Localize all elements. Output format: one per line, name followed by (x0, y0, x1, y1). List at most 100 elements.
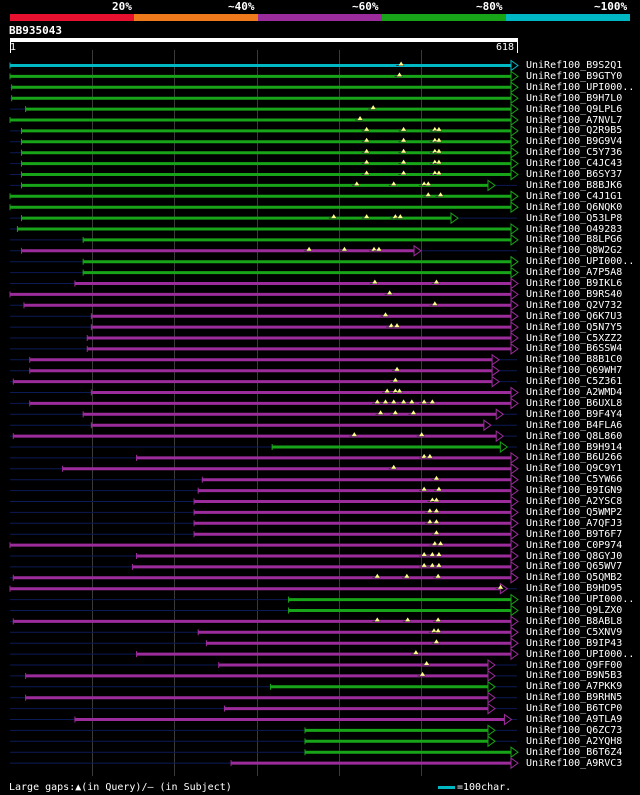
hit-label[interactable]: UniRef100_A7PKK9 (526, 681, 623, 693)
hit-label[interactable]: UniRef100_B6T6Z4 (526, 746, 623, 758)
hit-label[interactable]: UniRef100_B6TCP0 (526, 703, 623, 715)
hit-row[interactable] (9, 190, 519, 203)
hit-label[interactable]: UniRef100_B8LPG6 (526, 234, 623, 246)
hit-row[interactable] (10, 408, 517, 421)
hit-label[interactable]: UniRef100_B9IP43 (526, 637, 623, 649)
hit-label[interactable]: UniRef100_Q8L860 (526, 430, 623, 442)
hit-row[interactable] (10, 233, 519, 246)
hit-row[interactable] (10, 299, 519, 312)
hit-row[interactable] (10, 560, 519, 573)
hit-row[interactable] (10, 713, 517, 726)
hit-label[interactable]: UniRef100_Q6K7U3 (526, 310, 623, 322)
hit-row[interactable] (10, 506, 519, 519)
hit-row[interactable] (10, 364, 517, 377)
hit-label[interactable]: UniRef100_C4JC43 (526, 158, 623, 170)
hit-label[interactable]: UniRef100_Q69WH7 (526, 365, 623, 377)
hit-label[interactable]: UniRef100_UPI000.. (526, 81, 635, 93)
hit-label[interactable]: UniRef100_O49283 (526, 223, 623, 235)
hit-row[interactable] (10, 571, 519, 584)
hit-row[interactable] (10, 680, 517, 693)
hit-row[interactable] (10, 223, 519, 235)
hit-label[interactable]: UniRef100_Q9LZX0 (526, 605, 623, 616)
hit-row[interactable] (10, 266, 519, 279)
hit-row[interactable] (10, 103, 519, 116)
hit-label[interactable]: UniRef100_A9TLA9 (526, 714, 623, 725)
hit-row[interactable] (10, 321, 519, 334)
hit-label[interactable]: UniRef100_Q9LPL6 (526, 103, 623, 115)
hit-row[interactable] (10, 353, 517, 366)
hit-row[interactable] (10, 135, 519, 148)
hit-row[interactable] (10, 462, 519, 475)
hit-row[interactable] (10, 637, 519, 650)
hit-label[interactable]: UniRef100_UPI000.. (526, 594, 635, 606)
hit-label[interactable]: UniRef100_B6SY37 (526, 169, 623, 180)
hit-label[interactable]: UniRef100_B9H914 (526, 441, 623, 453)
hit-label[interactable]: UniRef100_C5XZZ2 (526, 332, 623, 344)
hit-row[interactable] (10, 157, 519, 170)
hit-label[interactable]: UniRef100_C5XNV9 (526, 626, 623, 638)
hit-label[interactable]: UniRef100_B4FLA6 (526, 419, 623, 431)
hit-row[interactable] (10, 669, 517, 682)
hit-label[interactable]: UniRef100_A7QFJ3 (526, 517, 623, 529)
hit-row[interactable] (10, 310, 519, 323)
hit-row[interactable] (10, 375, 517, 388)
hit-row[interactable] (10, 691, 517, 704)
hit-row[interactable] (10, 146, 519, 159)
hit-label[interactable]: UniRef100_Q2R9B5 (526, 125, 623, 137)
hit-label[interactable]: UniRef100_B8ABL8 (526, 615, 623, 627)
hit-row[interactable] (10, 746, 519, 759)
hit-row[interactable] (9, 114, 519, 126)
hit-row[interactable] (10, 124, 519, 137)
hit-label[interactable]: UniRef100_Q5WMP2 (526, 506, 623, 518)
hit-label[interactable]: UniRef100_B6U266 (526, 452, 623, 464)
hit-row[interactable] (10, 528, 519, 541)
hit-row[interactable] (10, 244, 517, 257)
hit-row[interactable] (10, 757, 519, 770)
hit-row[interactable] (9, 59, 519, 72)
hit-label[interactable]: UniRef100_B9F4Y4 (526, 408, 623, 420)
hit-label[interactable]: UniRef100_Q9C9Y1 (526, 463, 623, 475)
hit-label[interactable]: UniRef100_A9RVC3 (526, 757, 623, 769)
hit-row[interactable] (10, 615, 519, 628)
hit-label[interactable]: UniRef100_UPI000.. (526, 648, 635, 660)
hit-label[interactable]: UniRef100_Q5N7Y5 (526, 321, 623, 333)
hit-row[interactable] (10, 430, 517, 443)
hit-label[interactable]: UniRef100_B9N5B3 (526, 670, 623, 682)
hit-row[interactable] (10, 277, 519, 290)
hit-row[interactable] (10, 648, 519, 661)
hit-row[interactable] (9, 201, 519, 214)
hit-row[interactable] (10, 81, 519, 94)
hit-row[interactable] (10, 92, 519, 105)
hit-row[interactable] (10, 484, 519, 497)
hit-row[interactable] (10, 397, 519, 410)
hit-row[interactable] (9, 288, 519, 301)
hit-label[interactable]: UniRef100_C5Y736 (526, 147, 623, 159)
hit-label[interactable]: UniRef100_C5Z361 (526, 376, 623, 388)
hit-row[interactable] (10, 332, 519, 344)
hit-row[interactable] (10, 255, 519, 268)
hit-label[interactable]: UniRef100_UPI000.. (526, 256, 635, 268)
hit-label[interactable]: UniRef100_Q53LP8 (526, 212, 623, 224)
hit-row[interactable] (9, 70, 519, 83)
hit-label[interactable]: UniRef100_B9GTY0 (526, 70, 623, 82)
hit-label[interactable]: UniRef100_B9IKL6 (526, 278, 623, 289)
hit-label[interactable]: UniRef100_B9G9V4 (526, 136, 623, 148)
hit-label[interactable]: UniRef100_Q9FF00 (526, 659, 623, 671)
hit-row[interactable] (10, 212, 517, 225)
hit-label[interactable]: UniRef100_B9RS40 (526, 288, 623, 300)
hit-label[interactable]: UniRef100_B9S2Q1 (526, 60, 623, 71)
hit-label[interactable]: UniRef100_B6UXL8 (526, 397, 623, 409)
hit-row[interactable] (10, 168, 519, 181)
hit-label[interactable]: UniRef100_C0P974 (526, 539, 623, 551)
hit-label[interactable]: UniRef100_A7NVL7 (526, 114, 623, 126)
hit-label[interactable]: UniRef100_B9RHN5 (526, 692, 623, 704)
hit-row[interactable] (10, 593, 519, 606)
hit-label[interactable]: UniRef100_B9T6F7 (526, 528, 623, 540)
hit-label[interactable]: UniRef100_Q8GYJ0 (526, 550, 623, 562)
hit-row[interactable] (10, 604, 519, 617)
hit-label[interactable]: UniRef100_B8BJK6 (526, 179, 623, 191)
hit-row[interactable] (10, 441, 517, 453)
hit-label[interactable]: UniRef100_Q5QMB2 (526, 572, 623, 584)
hit-label[interactable]: UniRef100_B9IGN9 (526, 485, 623, 497)
hit-row[interactable] (10, 517, 519, 530)
